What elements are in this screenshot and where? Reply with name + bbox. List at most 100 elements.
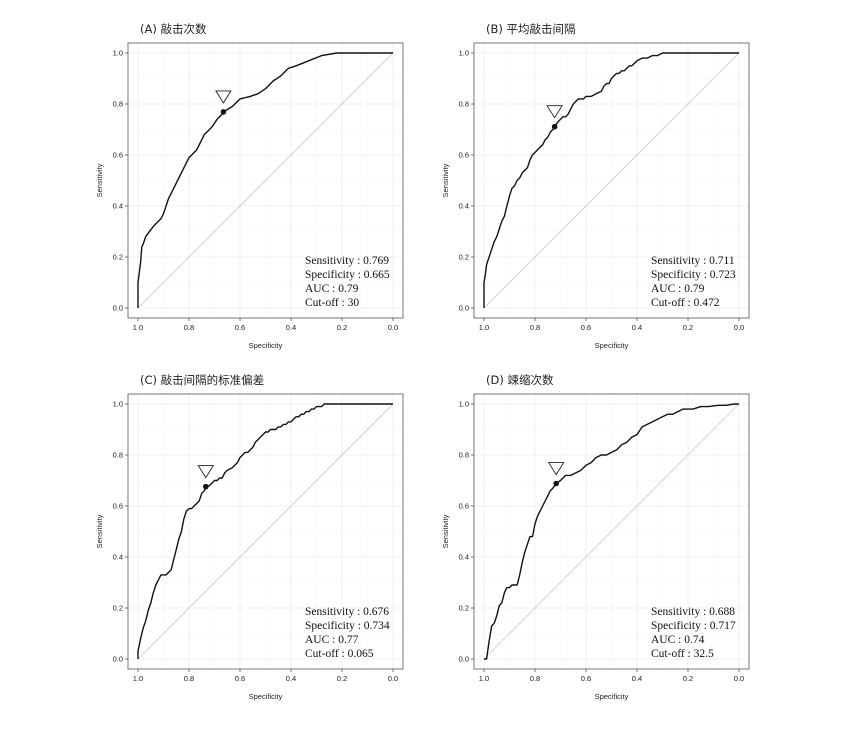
- cutoff-marker-triangle: [215, 90, 232, 104]
- reference-diagonal: [483, 52, 740, 309]
- roc-panel-2: 1.0 0.8 0.6 0.4 0.2 0.0 0.0 0.2 0.4 0.6 0.8 1.0 Spec…: [441, 22, 750, 350]
- annotation-line: Cut-off : 0.065: [305, 648, 374, 660]
- reference-diagonal: [483, 403, 740, 660]
- roc-curve: [137, 403, 393, 659]
- y-tick-label: 0.6: [113, 151, 123, 160]
- annotation-line: Cut-off : 32.5: [651, 648, 714, 660]
- annotation-line: Specificity : 0.665: [305, 269, 390, 281]
- cutoff-point: [203, 483, 209, 490]
- y-tick-label: 0.2: [113, 604, 123, 613]
- y-axis-title: Sensitivity: [95, 514, 104, 548]
- y-tick-label: 1.0: [459, 400, 469, 409]
- y-tick-label: 0.4: [459, 553, 469, 562]
- y-tick-label: 0.2: [113, 253, 123, 262]
- panel-title: (B) 平均敲击间隔: [486, 22, 576, 36]
- reference-diagonal: [137, 403, 394, 660]
- y-tick-label: 0.2: [459, 604, 469, 613]
- cutoff-point: [551, 123, 558, 130]
- x-tick-label: 0.2: [337, 674, 347, 683]
- roc-panel-4: 1.0 0.8 0.6 0.4 0.2 0.0 0.0 0.2 0.4 0.6 0.8 1.0 Spec…: [441, 373, 750, 701]
- annotation-line: Sensitivity : 0.711: [651, 255, 735, 267]
- y-tick-label: 0.6: [113, 502, 123, 511]
- x-tick-label: 0.2: [683, 674, 693, 683]
- x-tick-label: 0.6: [581, 674, 591, 683]
- annotation-line: AUC : 0.79: [651, 283, 705, 295]
- y-tick-label: 0.8: [459, 451, 469, 460]
- panel-title: (D) 竦缩次数: [486, 373, 554, 387]
- annotation-line: Specificity : 0.717: [651, 620, 736, 632]
- x-tick-label: 0.4: [632, 323, 642, 332]
- y-tick-label: 0.2: [459, 253, 469, 262]
- roc-curve: [137, 52, 393, 308]
- x-tick-label: 0.6: [581, 323, 591, 332]
- x-axis-title: Specificity: [595, 692, 629, 701]
- panel-title: (C) 敲击间隔的标准偏差: [140, 373, 264, 387]
- y-tick-label: 0.6: [459, 502, 469, 511]
- y-tick-label: 1.0: [113, 400, 123, 409]
- x-tick-label: 0.2: [683, 323, 693, 332]
- cutoff-point: [553, 480, 559, 487]
- panel-title: (A) 敲击次数: [140, 22, 207, 36]
- reference-diagonal: [137, 52, 394, 309]
- y-axis-title: Sensitivity: [441, 163, 450, 197]
- roc-panel-3: 1.0 0.8 0.6 0.4 0.2 0.0 0.0 0.2 0.4 0.6 0.8 1.0 Spec…: [95, 373, 404, 701]
- y-tick-label: 0.6: [459, 151, 469, 160]
- plot-frame: [473, 42, 750, 319]
- x-tick-label: 0.4: [286, 323, 296, 332]
- x-tick-label: 0.8: [530, 323, 540, 332]
- y-tick-label: 0.8: [459, 100, 469, 109]
- x-tick-label: 0.0: [734, 323, 744, 332]
- x-axis-title: Specificity: [249, 341, 283, 350]
- cutoff-marker-triangle: [547, 462, 565, 476]
- plot-frame: [473, 393, 750, 670]
- x-tick-label: 1.0: [133, 674, 143, 683]
- y-tick-label: 0.8: [113, 451, 123, 460]
- annotation-line: Specificity : 0.734: [305, 620, 390, 632]
- annotation-line: AUC : 0.77: [305, 634, 359, 646]
- y-axis-title: Sensitivity: [441, 514, 450, 548]
- annotation-line: Sensitivity : 0.688: [651, 606, 735, 618]
- annotation-line: Cut-off : 30: [305, 297, 359, 309]
- x-tick-label: 0.0: [388, 323, 398, 332]
- x-tick-label: 0.8: [184, 323, 194, 332]
- x-tick-label: 1.0: [479, 674, 489, 683]
- x-tick-label: 0.6: [235, 674, 245, 683]
- plot-frame: [127, 393, 404, 670]
- annotation-line: Specificity : 0.723: [651, 269, 736, 281]
- x-axis-title: Specificity: [595, 341, 629, 350]
- x-tick-label: 0.0: [388, 674, 398, 683]
- y-tick-label: 0.4: [113, 553, 123, 562]
- annotation-line: AUC : 0.79: [305, 283, 359, 295]
- y-tick-label: 0.8: [113, 100, 123, 109]
- x-tick-label: 0.2: [337, 323, 347, 332]
- plot-frame: [127, 42, 404, 319]
- y-tick-label: 0.0: [459, 655, 469, 664]
- y-tick-label: 0.0: [113, 304, 123, 313]
- y-tick-label: 0.4: [113, 202, 123, 211]
- x-axis-title: Specificity: [249, 692, 283, 701]
- x-tick-label: 0.8: [184, 674, 194, 683]
- x-tick-label: 1.0: [133, 323, 143, 332]
- roc-curve: [483, 52, 739, 308]
- y-tick-label: 0.4: [459, 202, 469, 211]
- x-tick-label: 0.4: [286, 674, 296, 683]
- roc-panel-1: 1.0 0.8 0.6 0.4 0.2 0.0 0.0 0.2 0.4 0.6 0.8 1.0 Spec…: [95, 22, 404, 350]
- x-tick-label: 0.8: [530, 674, 540, 683]
- annotation-line: AUC : 0.74: [651, 634, 705, 646]
- roc-curve: [484, 403, 739, 660]
- x-tick-label: 0.4: [632, 674, 642, 683]
- cutoff-marker-triangle: [546, 105, 563, 119]
- annotation-line: Sensitivity : 0.769: [305, 255, 389, 267]
- y-axis-title: Sensitivity: [95, 163, 104, 197]
- y-tick-label: 0.0: [459, 304, 469, 313]
- x-tick-label: 1.0: [479, 323, 489, 332]
- x-tick-label: 0.0: [734, 674, 744, 683]
- annotation-line: Sensitivity : 0.676: [305, 606, 389, 618]
- y-tick-label: 1.0: [113, 49, 123, 58]
- annotation-line: Cut-off : 0.472: [651, 297, 720, 309]
- y-tick-label: 0.0: [113, 655, 123, 664]
- cutoff-point: [220, 109, 227, 115]
- x-tick-label: 0.6: [235, 323, 245, 332]
- cutoff-marker-triangle: [197, 465, 215, 479]
